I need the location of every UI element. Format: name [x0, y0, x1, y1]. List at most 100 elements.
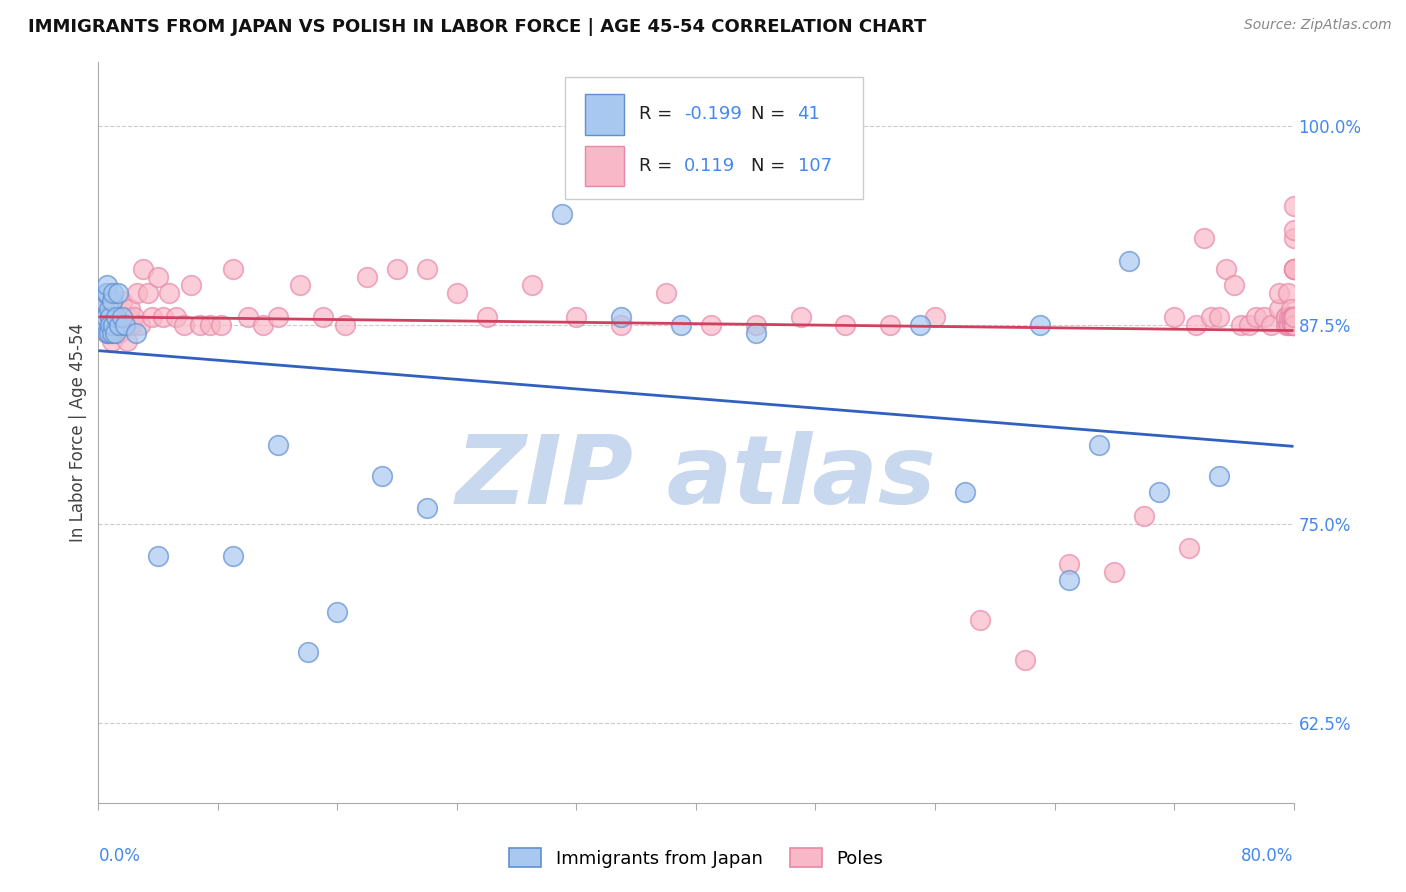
Point: [1282, 262, 1305, 277]
FancyBboxPatch shape: [585, 145, 624, 186]
Point: [148, 549, 170, 563]
Point: [1277, 286, 1299, 301]
Point: [1278, 318, 1301, 333]
Point: [157, 286, 180, 301]
Point: [173, 318, 195, 333]
Point: [1178, 541, 1201, 555]
Point: [1192, 230, 1215, 244]
Point: [924, 310, 946, 325]
Text: Source: ZipAtlas.com: Source: ZipAtlas.com: [1244, 18, 1392, 32]
Point: [165, 310, 187, 325]
Point: [104, 326, 127, 340]
Point: [101, 318, 124, 333]
Point: [200, 318, 222, 333]
Point: [94, 318, 117, 333]
Point: [1281, 310, 1303, 325]
Point: [136, 286, 159, 301]
Point: [1282, 230, 1305, 244]
Point: [111, 294, 134, 309]
Point: [252, 318, 274, 333]
Point: [94, 286, 117, 301]
Point: [1059, 573, 1081, 587]
Point: [115, 334, 138, 348]
Point: [117, 310, 139, 325]
Point: [93, 318, 115, 333]
Point: [1267, 302, 1289, 317]
Point: [834, 318, 856, 333]
Point: [311, 310, 333, 325]
Point: [1104, 565, 1126, 579]
Point: [103, 286, 125, 301]
Point: [1147, 485, 1170, 500]
Text: N =: N =: [751, 105, 792, 123]
Point: [333, 318, 356, 333]
Point: [114, 318, 136, 333]
Point: [110, 310, 132, 325]
Point: [326, 605, 349, 619]
Point: [96, 278, 118, 293]
Point: [125, 326, 148, 340]
Point: [118, 302, 141, 317]
Point: [96, 326, 118, 340]
Point: [1253, 310, 1275, 325]
Point: [1088, 437, 1111, 451]
Point: [1282, 318, 1305, 333]
Point: [565, 310, 588, 325]
Point: [108, 326, 131, 340]
Point: [114, 318, 136, 333]
Point: [98, 310, 122, 325]
Text: N =: N =: [751, 157, 792, 175]
Point: [475, 310, 498, 325]
Point: [1282, 310, 1305, 325]
Point: [104, 318, 127, 333]
Point: [105, 326, 128, 340]
Point: [236, 310, 259, 325]
Point: [148, 270, 170, 285]
Point: [267, 437, 290, 451]
Point: [1281, 318, 1303, 333]
Point: [1281, 318, 1303, 333]
Point: [610, 318, 633, 333]
Point: [1237, 318, 1260, 333]
Point: [550, 207, 572, 221]
Point: [97, 318, 120, 333]
Point: [1201, 310, 1223, 325]
Point: [1279, 310, 1302, 325]
Point: [655, 286, 678, 301]
Point: [1282, 318, 1305, 333]
Point: [96, 326, 118, 340]
Point: [1282, 262, 1305, 277]
Point: [105, 310, 128, 325]
Point: [93, 294, 115, 309]
Point: [105, 310, 128, 325]
Text: 80.0%: 80.0%: [1241, 847, 1294, 865]
Text: -0.199: -0.199: [685, 105, 742, 123]
Point: [1028, 318, 1050, 333]
Point: [371, 469, 394, 483]
Point: [188, 318, 211, 333]
Point: [1244, 310, 1267, 325]
Point: [288, 278, 311, 293]
Point: [669, 318, 692, 333]
Point: [520, 278, 543, 293]
Point: [1260, 318, 1282, 333]
Point: [107, 286, 129, 301]
Point: [1118, 254, 1140, 268]
Point: [209, 318, 232, 333]
Point: [1267, 286, 1289, 301]
Point: [356, 270, 378, 285]
Text: IMMIGRANTS FROM JAPAN VS POLISH IN LABOR FORCE | AGE 45-54 CORRELATION CHART: IMMIGRANTS FROM JAPAN VS POLISH IN LABOR…: [28, 18, 927, 36]
Point: [1215, 262, 1237, 277]
Point: [222, 262, 245, 277]
Point: [908, 318, 931, 333]
Text: 41: 41: [797, 105, 821, 123]
Point: [152, 310, 174, 325]
Point: [111, 310, 134, 325]
Point: [103, 318, 125, 333]
Point: [1282, 199, 1305, 213]
Point: [297, 644, 319, 658]
Point: [1275, 310, 1298, 325]
Point: [112, 318, 135, 333]
Point: [1275, 318, 1298, 333]
Point: [1223, 278, 1246, 293]
